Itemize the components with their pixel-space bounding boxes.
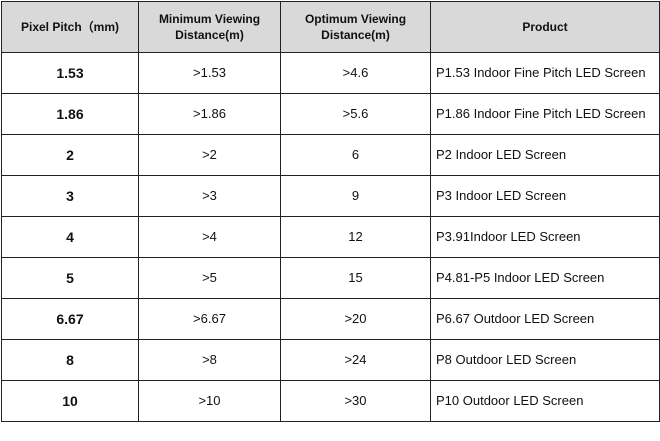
table-cell: 2 bbox=[1, 134, 139, 176]
table-cell: >5 bbox=[138, 257, 281, 299]
table-cell: 10 bbox=[1, 380, 139, 422]
table-cell: >4 bbox=[138, 216, 281, 258]
table-cell: >30 bbox=[280, 380, 431, 422]
table-cell: 12 bbox=[280, 216, 431, 258]
table-row: 10 >10 >30 P10 Outdoor LED Screen bbox=[1, 380, 660, 422]
table-cell: 4 bbox=[1, 216, 139, 258]
table-row: 2 >2 6 P2 Indoor LED Screen bbox=[1, 134, 660, 176]
table-cell: 5 bbox=[1, 257, 139, 299]
table-cell: P6.67 Outdoor LED Screen bbox=[430, 298, 660, 340]
table-cell: >5.6 bbox=[280, 93, 431, 135]
table-cell: P10 Outdoor LED Screen bbox=[430, 380, 660, 422]
table-cell: 8 bbox=[1, 339, 139, 381]
table-header: Pixel Pitch（mm) Minimum Viewing Distance… bbox=[1, 1, 660, 53]
table-cell: P8 Outdoor LED Screen bbox=[430, 339, 660, 381]
table-cell: 3 bbox=[1, 175, 139, 217]
table-cell: P4.81-P5 Indoor LED Screen bbox=[430, 257, 660, 299]
table-cell: 9 bbox=[280, 175, 431, 217]
table-cell: >10 bbox=[138, 380, 281, 422]
table-cell: >24 bbox=[280, 339, 431, 381]
header-cell: Pixel Pitch（mm) bbox=[1, 1, 139, 53]
table-cell: 6 bbox=[280, 134, 431, 176]
table-cell: P3.91Indoor LED Screen bbox=[430, 216, 660, 258]
table-row: 1.86 >1.86 >5.6 P1.86 Indoor Fine Pitch LED… bbox=[1, 93, 660, 135]
table-cell: 6.67 bbox=[1, 298, 139, 340]
table-row: 8 >8 >24 P8 Outdoor LED Screen bbox=[1, 339, 660, 381]
table-cell: 15 bbox=[280, 257, 431, 299]
spec-table: Pixel Pitch（mm) Minimum Viewing Distance… bbox=[1, 1, 660, 422]
header-cell: Optimum Viewing Distance(m) bbox=[280, 1, 431, 53]
table-cell: P1.53 Indoor Fine Pitch LED Screen bbox=[430, 52, 660, 94]
table-row: 4 >4 12 P3.91Indoor LED Screen bbox=[1, 216, 660, 258]
table-cell: P2 Indoor LED Screen bbox=[430, 134, 660, 176]
table-row: 1.53 >1.53 >4.6 P1.53 Indoor Fine Pitch LED… bbox=[1, 52, 660, 94]
header-cell: Product bbox=[430, 1, 660, 53]
table-row: 3 >3 9 P3 Indoor LED Screen bbox=[1, 175, 660, 217]
header-cell: Minimum Viewing Distance(m) bbox=[138, 1, 281, 53]
table-body: 1.53 >1.53 >4.6 P1.53 Indoor Fine Pitch LED… bbox=[1, 52, 660, 422]
table-row: 5 >5 15 P4.81-P5 Indoor LED Screen bbox=[1, 257, 660, 299]
table-cell: >1.86 bbox=[138, 93, 281, 135]
table-cell: 1.53 bbox=[1, 52, 139, 94]
table-cell: >3 bbox=[138, 175, 281, 217]
table-cell: >6.67 bbox=[138, 298, 281, 340]
table-cell: >1.53 bbox=[138, 52, 281, 94]
table-cell: >2 bbox=[138, 134, 281, 176]
table-cell: P3 Indoor LED Screen bbox=[430, 175, 660, 217]
header-row: Pixel Pitch（mm) Minimum Viewing Distance… bbox=[1, 1, 660, 53]
table-cell: >4.6 bbox=[280, 52, 431, 94]
table-cell: >8 bbox=[138, 339, 281, 381]
table-row: 6.67 >6.67 >20 P6.67 Outdoor LED Screen bbox=[1, 298, 660, 340]
table-cell: P1.86 Indoor Fine Pitch LED Screen bbox=[430, 93, 660, 135]
table-cell: >20 bbox=[280, 298, 431, 340]
table-cell: 1.86 bbox=[1, 93, 139, 135]
